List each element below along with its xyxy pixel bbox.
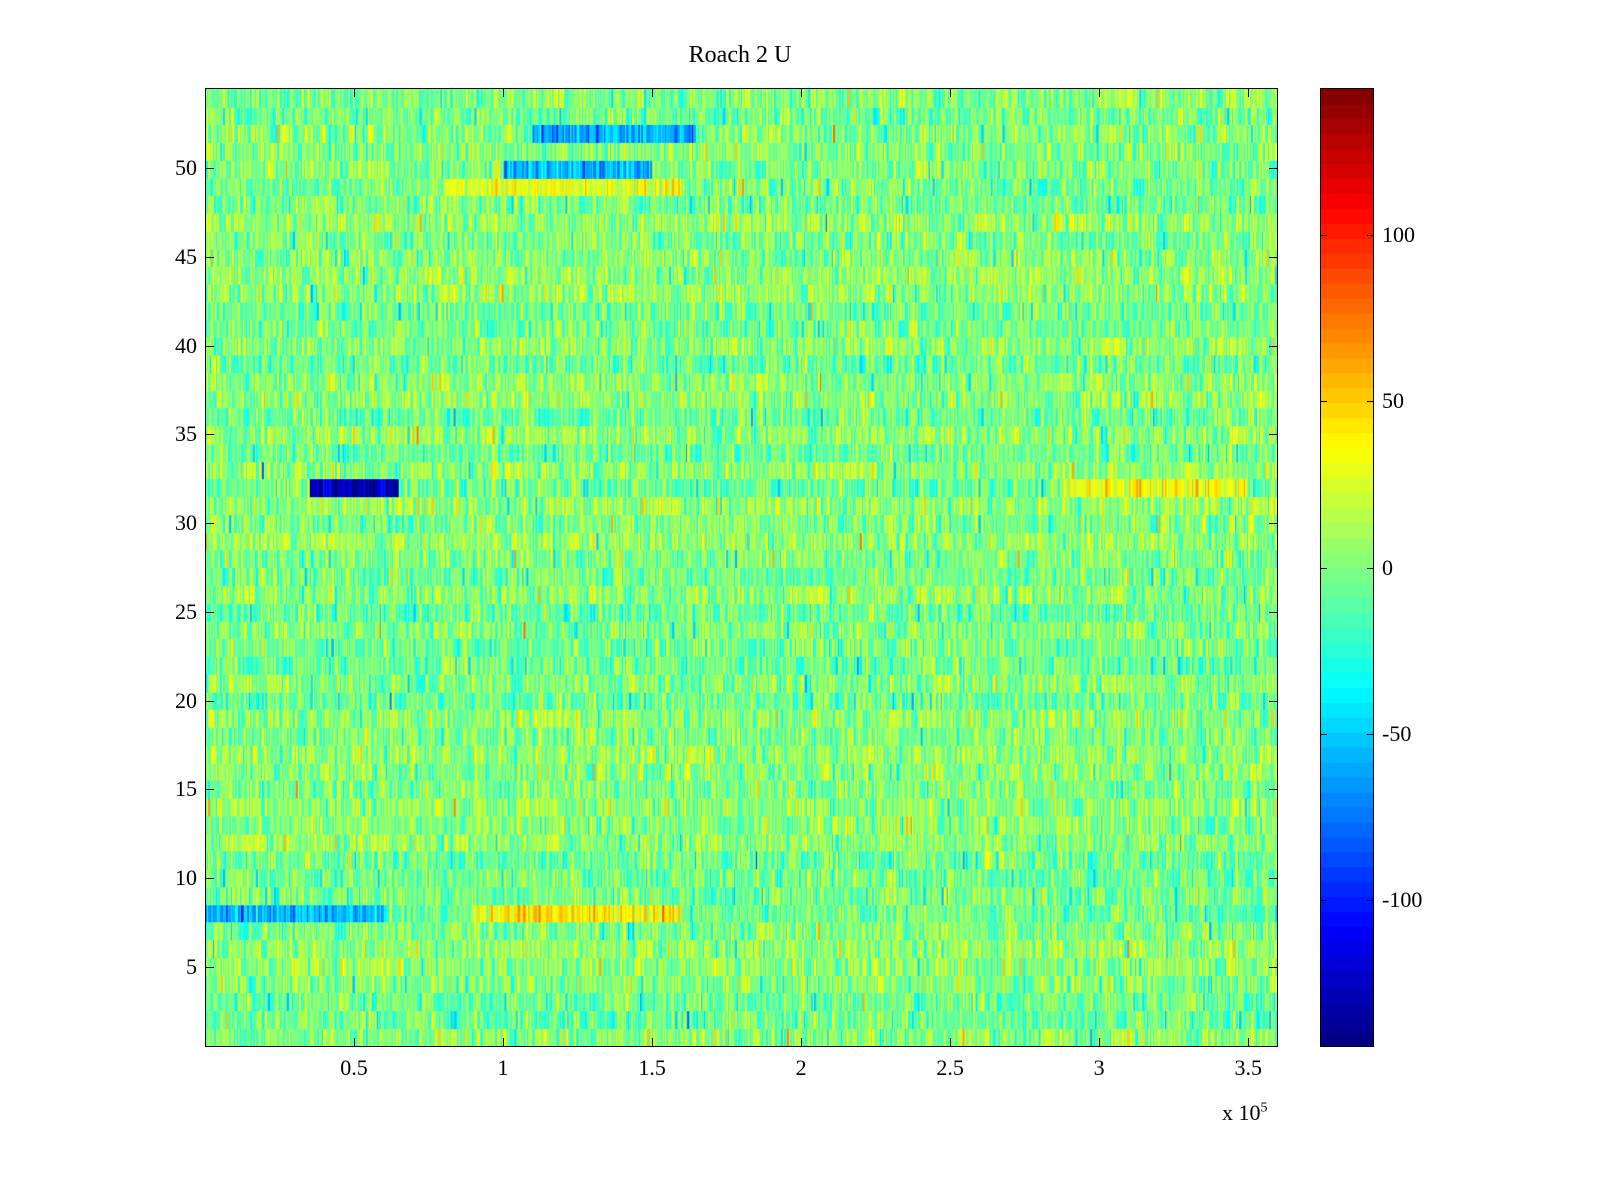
y-tick-label: 5 <box>186 954 197 980</box>
x-tick-mark <box>1099 1038 1101 1046</box>
x-tick-mark <box>1248 1038 1250 1046</box>
y-tick-label: 30 <box>175 510 197 536</box>
x-tick-label: 0.5 <box>340 1055 368 1080</box>
x-tick-mark <box>503 89 505 97</box>
y-tick-mark <box>206 967 214 969</box>
x-tick-mark <box>354 1038 356 1046</box>
colorbar-tick-label: 0 <box>1382 554 1393 580</box>
y-tick-mark <box>1269 345 1277 347</box>
y-tick-label: 40 <box>175 332 197 358</box>
x-tick-mark <box>1099 89 1101 97</box>
colorbar-tick-mark <box>1367 401 1373 402</box>
colorbar-tick-mark <box>1321 900 1327 902</box>
y-tick-mark <box>1269 611 1277 613</box>
x-tick-mark <box>801 89 803 97</box>
y-tick-mark <box>1269 434 1277 436</box>
x-exponent-label: x 105 <box>1222 1100 1268 1126</box>
x-tick-label: 2.5 <box>936 1055 964 1080</box>
colorbar-tick-mark <box>1367 234 1373 236</box>
y-tick-label: 15 <box>175 776 197 802</box>
colorbar-tick-mark <box>1367 900 1373 902</box>
x-tick-label: 3 <box>1093 1055 1105 1080</box>
x-tick-mark <box>801 1038 803 1046</box>
y-tick-label: 25 <box>175 598 197 624</box>
y-tick-label: 10 <box>175 865 197 891</box>
y-tick-mark <box>1269 523 1277 525</box>
y-tick-mark <box>1269 878 1277 880</box>
colorbar-tick-mark <box>1367 733 1373 735</box>
y-tick-mark <box>206 256 214 258</box>
heatmap-image <box>206 89 1277 1046</box>
y-tick-mark <box>206 611 214 613</box>
x-tick-mark <box>503 1038 505 1046</box>
y-tick-mark <box>206 878 214 880</box>
colorbar-tick-label: 50 <box>1382 388 1404 413</box>
colorbar-tick-label: -50 <box>1382 720 1412 746</box>
y-tick-mark <box>1269 256 1277 258</box>
x-tick-label: 1.5 <box>638 1055 666 1080</box>
colorbar-tick-mark <box>1321 401 1327 402</box>
y-tick-label: 20 <box>175 687 197 713</box>
x-tick-mark <box>1248 89 1250 97</box>
y-tick-mark <box>206 523 214 525</box>
x-exponent-power: 5 <box>1260 1100 1268 1116</box>
chart-title: Roach 2 U <box>688 42 792 68</box>
x-exponent-base: x 10 <box>1222 1100 1261 1125</box>
y-tick-label: 35 <box>175 421 197 447</box>
y-tick-mark <box>206 167 214 169</box>
x-tick-mark <box>950 1038 952 1046</box>
x-tick-mark <box>354 89 356 97</box>
colorbar-tick-mark <box>1367 567 1373 569</box>
colorbar-tick-label: 100 <box>1382 221 1415 247</box>
x-tick-label: 2 <box>795 1055 807 1080</box>
y-tick-mark <box>1269 967 1277 969</box>
x-tick-mark <box>652 89 654 97</box>
x-tick-mark <box>950 89 952 97</box>
y-tick-mark <box>206 434 214 436</box>
colorbar-gradient <box>1321 89 1373 1046</box>
y-tick-mark <box>1269 167 1277 169</box>
colorbar-tick-mark <box>1321 733 1327 735</box>
y-tick-mark <box>206 789 214 791</box>
colorbar-tick-mark <box>1321 567 1327 569</box>
colorbar-tick-label: -100 <box>1382 887 1423 913</box>
y-tick-mark <box>1269 700 1277 702</box>
y-tick-mark <box>1269 789 1277 791</box>
colorbar <box>1320 88 1374 1047</box>
colorbar-tick-mark <box>1321 234 1327 236</box>
y-tick-mark <box>206 700 214 702</box>
y-tick-mark <box>206 345 214 347</box>
x-tick-mark <box>652 1038 654 1046</box>
x-tick-label: 3.5 <box>1234 1055 1262 1080</box>
y-tick-label: 45 <box>175 243 197 269</box>
plot-area <box>205 88 1278 1047</box>
y-tick-label: 50 <box>175 154 197 180</box>
x-tick-label: 1 <box>497 1055 509 1080</box>
